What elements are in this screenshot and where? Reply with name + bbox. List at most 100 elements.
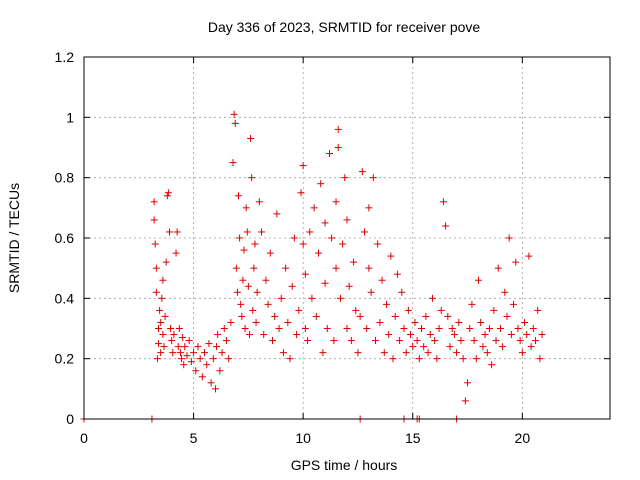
data-point bbox=[271, 312, 279, 320]
y-tick-label: 0.8 bbox=[55, 170, 75, 186]
data-point bbox=[396, 337, 404, 345]
x-tick-label: 0 bbox=[80, 430, 88, 446]
data-point bbox=[407, 331, 415, 339]
data-point bbox=[250, 264, 258, 272]
data-point bbox=[435, 325, 443, 332]
data-point bbox=[187, 358, 195, 366]
data-point bbox=[400, 325, 408, 332]
data-point bbox=[325, 150, 333, 158]
data-point bbox=[301, 270, 309, 278]
y-tick-label: 1.2 bbox=[55, 49, 75, 65]
x-tick-label: 5 bbox=[190, 430, 198, 446]
data-point bbox=[347, 337, 355, 345]
data-point bbox=[446, 343, 454, 351]
data-point bbox=[341, 174, 349, 182]
data-point bbox=[161, 312, 169, 320]
data-point bbox=[382, 300, 390, 308]
data-point bbox=[299, 240, 307, 248]
data-point bbox=[413, 337, 421, 345]
data-point bbox=[538, 331, 546, 339]
data-point bbox=[306, 228, 314, 236]
data-point bbox=[361, 228, 369, 236]
data-point bbox=[315, 249, 323, 257]
data-point bbox=[371, 337, 379, 345]
data-point bbox=[190, 349, 198, 357]
data-point bbox=[481, 331, 489, 339]
data-point bbox=[175, 325, 183, 332]
data-point bbox=[176, 349, 184, 357]
data-point bbox=[378, 276, 386, 284]
data-point bbox=[424, 349, 432, 357]
data-point bbox=[220, 325, 228, 332]
data-point bbox=[310, 204, 318, 212]
y-tick-label: 0.2 bbox=[55, 351, 75, 367]
data-point bbox=[157, 318, 165, 326]
data-point bbox=[192, 367, 200, 375]
x-tick-label: 10 bbox=[295, 430, 311, 446]
data-point bbox=[464, 379, 472, 387]
data-point bbox=[245, 331, 253, 339]
data-point bbox=[466, 325, 474, 332]
data-points bbox=[80, 110, 546, 423]
chart-title: Day 336 of 2023, SRMTID for receiver pov… bbox=[208, 19, 481, 35]
data-point bbox=[155, 340, 163, 348]
data-point bbox=[404, 306, 412, 314]
data-point bbox=[301, 325, 309, 332]
data-point bbox=[439, 198, 447, 206]
data-point bbox=[385, 331, 393, 339]
data-point bbox=[420, 343, 428, 351]
data-point bbox=[242, 204, 250, 212]
data-point bbox=[505, 234, 513, 242]
data-point bbox=[334, 144, 342, 151]
data-point bbox=[218, 349, 226, 357]
data-point bbox=[428, 294, 436, 302]
data-point bbox=[279, 349, 287, 357]
data-point bbox=[290, 234, 298, 242]
data-point bbox=[162, 258, 170, 266]
data-point bbox=[174, 343, 182, 351]
data-point bbox=[158, 294, 166, 302]
data-point bbox=[457, 337, 465, 345]
data-point bbox=[167, 325, 175, 332]
data-point bbox=[328, 234, 336, 242]
data-point bbox=[391, 312, 399, 320]
data-point bbox=[282, 264, 290, 272]
data-point bbox=[431, 337, 439, 345]
data-point bbox=[319, 349, 327, 357]
data-point bbox=[339, 240, 347, 248]
data-point bbox=[286, 355, 294, 363]
data-point bbox=[389, 355, 397, 363]
grid-lines bbox=[84, 57, 610, 419]
data-point bbox=[450, 331, 458, 339]
data-point bbox=[492, 337, 500, 345]
data-point bbox=[236, 234, 244, 242]
data-point bbox=[264, 300, 272, 308]
data-point bbox=[415, 355, 423, 363]
x-axis-label: GPS time / hours bbox=[291, 457, 398, 473]
data-point bbox=[488, 361, 496, 369]
data-point bbox=[214, 331, 222, 339]
data-point bbox=[253, 288, 261, 296]
data-point bbox=[183, 352, 191, 360]
data-point bbox=[402, 349, 410, 357]
data-point bbox=[233, 288, 241, 296]
data-point bbox=[393, 270, 401, 278]
data-point bbox=[243, 228, 251, 236]
data-point bbox=[483, 349, 491, 357]
data-point bbox=[258, 228, 266, 236]
data-point bbox=[222, 337, 230, 345]
data-point bbox=[251, 240, 259, 248]
data-point bbox=[155, 325, 163, 332]
data-point bbox=[437, 306, 445, 314]
data-point bbox=[308, 294, 316, 302]
data-point bbox=[345, 282, 353, 290]
data-point bbox=[343, 325, 351, 332]
data-point bbox=[194, 343, 202, 351]
axis-ticks: 0 0.2 0.4 0.6 0.8 1 1.2 0 5 10 15 20 bbox=[55, 49, 610, 446]
data-point bbox=[150, 198, 158, 206]
data-point bbox=[422, 312, 430, 320]
data-point bbox=[255, 198, 263, 206]
data-point bbox=[293, 331, 301, 339]
data-point bbox=[248, 174, 256, 182]
